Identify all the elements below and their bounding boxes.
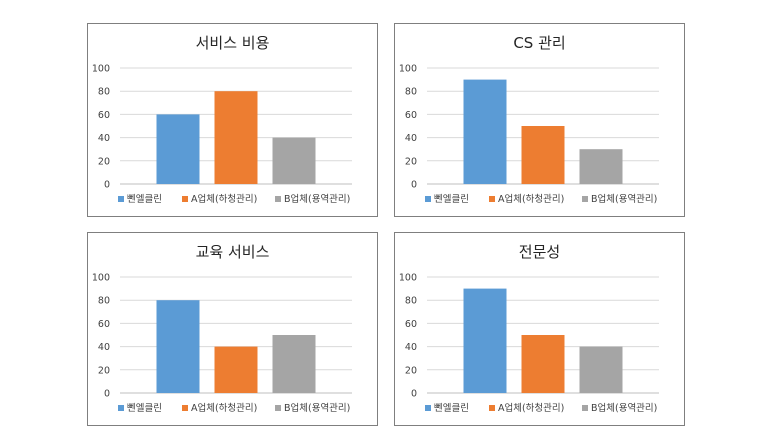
bar-1 <box>521 126 565 184</box>
y-tick-label: 0 <box>104 180 110 191</box>
legend-swatch <box>182 196 188 202</box>
y-tick-label: 100 <box>92 64 110 75</box>
legend-label: A업체(하청관리) <box>498 193 564 205</box>
chart-training-service: 교육 서비스 0 20 40 60 80 100 뻰엘클린 A업체(하청관리) B업체(용역관리) <box>87 232 378 426</box>
y-tick-label: 40 <box>98 342 110 353</box>
bar-1 <box>214 91 258 184</box>
legend-label: 뻰엘클린 <box>434 403 469 414</box>
y-tick-label: 0 <box>411 389 417 400</box>
legend-label: B업체(용역관리) <box>284 193 350 205</box>
legend-swatch <box>118 196 124 202</box>
chart-service-cost: 서비스 비용 0 20 40 60 80 100 뻰엘클린 A업체(하청관리) B업체(용역관리) <box>87 23 378 217</box>
y-tick-label: 40 <box>98 133 110 144</box>
y-tick-label: 40 <box>405 342 417 353</box>
legend-swatch <box>118 405 124 411</box>
bar-1 <box>214 346 258 393</box>
bar-2 <box>579 149 623 184</box>
legend-label: 뻰엘클린 <box>127 194 162 205</box>
bar-2 <box>272 137 316 184</box>
chart-title: 전문성 <box>519 243 560 261</box>
legend-label: A업체(하청관리) <box>498 402 564 414</box>
legend-swatch <box>275 196 281 202</box>
legend-swatch <box>489 405 495 411</box>
chart-svg: CS 관리 0 20 40 60 80 100 뻰엘클린 A업체(하청관리) B업체(용역관리) <box>399 34 659 205</box>
bar-0 <box>463 288 507 393</box>
y-tick-label: 80 <box>98 87 110 98</box>
y-tick-label: 0 <box>104 389 110 400</box>
legend-swatch <box>582 196 588 202</box>
y-tick-label: 40 <box>405 133 417 144</box>
legend-label: B업체(용역관리) <box>284 402 350 414</box>
legend-swatch <box>182 405 188 411</box>
bar-2 <box>272 335 316 393</box>
legend-label: B업체(용역관리) <box>591 193 657 205</box>
chart-svg: 전문성 0 20 40 60 80 100 뻰엘클린 A업체(하청관리) B업체(용역관리) <box>399 243 659 414</box>
y-tick-label: 100 <box>399 64 417 75</box>
y-tick-label: 60 <box>98 110 110 121</box>
y-tick-label: 60 <box>405 110 417 121</box>
bar-0 <box>463 79 507 184</box>
legend-swatch <box>425 405 431 411</box>
y-tick-label: 0 <box>411 180 417 191</box>
legend-label: B업체(용역관리) <box>591 402 657 414</box>
legend-swatch <box>489 196 495 202</box>
legend-swatch <box>582 405 588 411</box>
y-tick-label: 100 <box>399 273 417 284</box>
legend-swatch <box>425 196 431 202</box>
y-tick-label: 100 <box>92 273 110 284</box>
chart-cs-management: CS 관리 0 20 40 60 80 100 뻰엘클린 A업체(하청관리) B업체(용역관리) <box>394 23 685 217</box>
y-tick-label: 60 <box>405 319 417 330</box>
y-tick-label: 20 <box>405 156 417 167</box>
chart-title: 교육 서비스 <box>196 243 270 261</box>
legend-label: 뻰엘클린 <box>434 194 469 205</box>
bar-1 <box>521 335 565 393</box>
y-tick-label: 80 <box>98 296 110 307</box>
bar-2 <box>579 346 623 393</box>
legend-swatch <box>275 405 281 411</box>
y-tick-label: 80 <box>405 87 417 98</box>
chart-title: CS 관리 <box>513 34 565 52</box>
chart-svg: 교육 서비스 0 20 40 60 80 100 뻰엘클린 A업체(하청관리) B업체(용역관리) <box>92 243 352 414</box>
bar-0 <box>156 114 200 184</box>
y-tick-label: 20 <box>98 365 110 376</box>
bar-0 <box>156 300 200 393</box>
legend-label: A업체(하청관리) <box>191 193 257 205</box>
legend-label: 뻰엘클린 <box>127 403 162 414</box>
legend-label: A업체(하청관리) <box>191 402 257 414</box>
y-tick-label: 60 <box>98 319 110 330</box>
y-tick-label: 20 <box>98 156 110 167</box>
chart-expertise: 전문성 0 20 40 60 80 100 뻰엘클린 A업체(하청관리) B업체(용역관리) <box>394 232 685 426</box>
chart-title: 서비스 비용 <box>196 34 270 52</box>
y-tick-label: 80 <box>405 296 417 307</box>
chart-svg: 서비스 비용 0 20 40 60 80 100 뻰엘클린 A업체(하청관리) B업체(용역관리) <box>92 34 352 205</box>
y-tick-label: 20 <box>405 365 417 376</box>
